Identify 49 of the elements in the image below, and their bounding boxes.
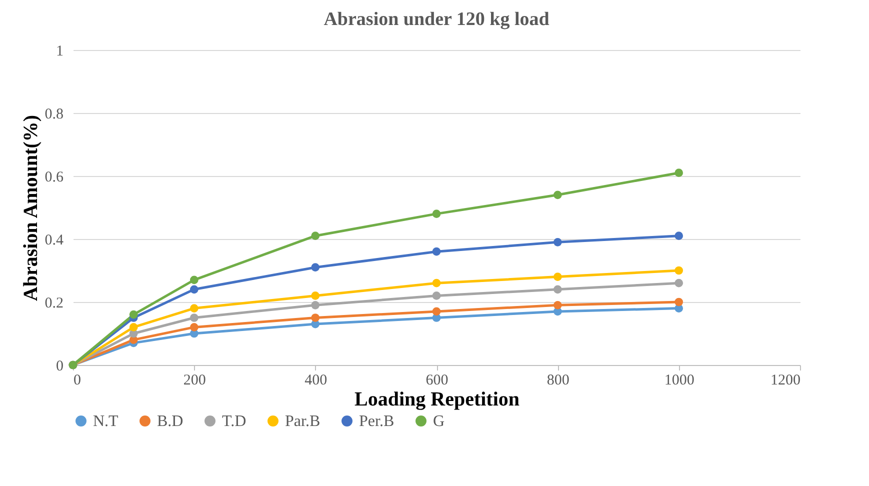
point	[129, 310, 138, 319]
point	[190, 314, 198, 322]
point	[674, 298, 684, 306]
point	[553, 285, 562, 294]
point	[311, 232, 320, 240]
y-tick-label: 0	[56, 358, 64, 374]
y-axis-title: Abrasion Amount(%)	[20, 114, 42, 302]
point	[432, 210, 441, 218]
point	[311, 314, 320, 322]
point	[674, 278, 684, 288]
y-tick-label: 1	[56, 44, 64, 60]
x-tick-label: 1200	[770, 372, 800, 388]
point	[553, 190, 562, 200]
legend-label: G	[433, 413, 445, 430]
point	[674, 168, 684, 178]
point	[311, 292, 320, 300]
point	[432, 278, 441, 288]
x-tick-label: 400	[304, 372, 328, 388]
x-axis-title: Loading Repetition	[354, 388, 520, 410]
point	[432, 247, 441, 256]
point	[432, 292, 441, 300]
legend-label: T.D	[222, 413, 246, 430]
x-tick-label: 800	[546, 372, 570, 388]
y-tick-label: 0.2	[44, 296, 64, 312]
x-tick-label: 200	[183, 372, 206, 388]
legend-label: Per.B	[359, 413, 394, 430]
point	[190, 304, 198, 312]
legend-label: B.D	[157, 413, 184, 430]
legend-label: Par.B	[285, 413, 320, 430]
point	[190, 323, 198, 332]
x-tick-label: 1000	[664, 372, 694, 388]
point	[190, 285, 198, 294]
point	[190, 276, 198, 284]
point	[311, 263, 320, 272]
point	[674, 232, 684, 240]
x-tick-label: 600	[426, 372, 448, 388]
y-tick-label: 0.4	[44, 232, 64, 248]
point	[553, 238, 562, 246]
point	[311, 300, 320, 310]
y-tick-label: 0.6	[44, 170, 64, 186]
y-tick-label: 0.8	[44, 106, 64, 122]
point	[432, 307, 441, 316]
point	[129, 323, 138, 332]
point	[553, 272, 562, 281]
chart-title: Abrasion under 120 kg load	[324, 9, 550, 30]
point	[674, 266, 684, 275]
legend-label: N.T	[93, 413, 119, 430]
point	[553, 300, 562, 310]
x-tick-label: 0	[74, 372, 81, 388]
